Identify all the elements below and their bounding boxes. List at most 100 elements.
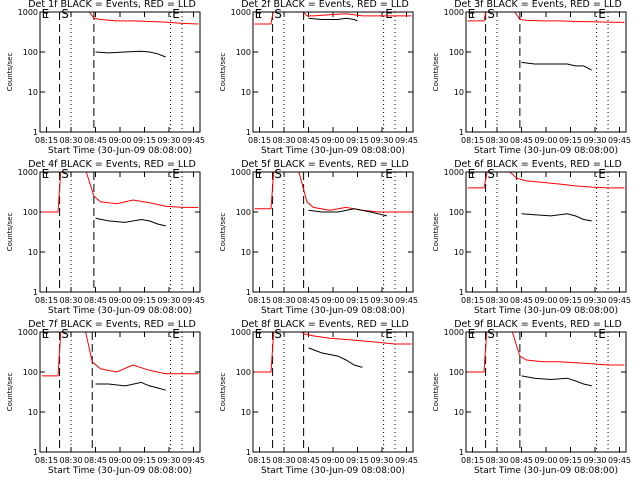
y-tick-label: 100 <box>23 368 38 377</box>
y-tick-label: 10 <box>28 408 38 417</box>
annotation: E <box>42 7 50 21</box>
x-tick-label: 08:30 <box>485 136 508 145</box>
annotation: E <box>42 167 50 181</box>
series-line <box>521 375 592 387</box>
x-tick-label: 09:00 <box>321 296 344 305</box>
plot-frame <box>39 11 201 133</box>
x-tick-label: 08:45 <box>510 136 533 145</box>
x-tick-label: 09:15 <box>346 456 369 465</box>
x-axis-label: Start Time (30-Jun-09 08:08:00) <box>474 466 618 476</box>
annotation: E <box>255 7 263 21</box>
x-tick-label: 09:15 <box>133 136 156 145</box>
annotation: E <box>468 7 476 21</box>
panel-title: Det 7f BLACK = Events, RED = LLD <box>28 319 196 330</box>
y-tick-label: 1 <box>33 128 38 137</box>
panel-title: Det 3f BLACK = Events, RED = LLD <box>454 0 622 10</box>
y-tick-label: 100 <box>23 208 38 217</box>
x-tick-label: 08:45 <box>510 296 533 305</box>
x-tick-label: 09:00 <box>321 456 344 465</box>
x-axis-label: Start Time (30-Jun-09 08:08:00) <box>261 466 405 476</box>
panel: Det 5f BLACK = Events, RED = LLD Counts/s… <box>219 159 418 316</box>
panel-title: Det 8f BLACK = Events, RED = LLD <box>241 319 409 330</box>
x-tick-label: 08:15 <box>248 136 271 145</box>
annotation: E <box>468 167 476 181</box>
series-line <box>95 50 166 58</box>
y-tick-label: 10 <box>454 408 464 417</box>
panel-title: Det 9f BLACK = Events, RED = LLD <box>454 319 622 330</box>
y-tick-label: 1 <box>33 448 38 457</box>
x-tick-label: 09:15 <box>133 456 156 465</box>
panel: Det 6f BLACK = Events, RED = LLD Counts/s… <box>432 159 631 316</box>
x-tick-label: 08:15 <box>35 456 58 465</box>
annotation: E <box>468 327 476 341</box>
x-tick-label: 08:15 <box>35 296 58 305</box>
y-axis-label: Counts/sec <box>6 213 14 252</box>
annotation: S <box>61 327 69 341</box>
plot-frame <box>39 331 201 453</box>
series-line <box>88 12 199 25</box>
y-tick-label: 100 <box>449 368 464 377</box>
x-tick-label: 09:30 <box>370 136 393 145</box>
x-tick-label: 08:15 <box>35 136 58 145</box>
annotation: E <box>385 7 393 21</box>
annotation: S <box>274 7 282 21</box>
y-tick-label: 10 <box>241 248 251 257</box>
x-tick-label: 09:00 <box>108 296 131 305</box>
y-tick-label: 1000 <box>444 8 464 17</box>
x-tick-label: 09:30 <box>370 296 393 305</box>
x-tick-label: 09:45 <box>608 136 631 145</box>
annotation: E <box>255 167 263 181</box>
x-tick-label: 08:30 <box>272 456 295 465</box>
plot-frame <box>252 171 414 293</box>
x-tick-label: 09:45 <box>395 296 418 305</box>
annotation: E <box>172 7 180 21</box>
annotation: S <box>487 327 495 341</box>
x-tick-label: 09:00 <box>534 136 557 145</box>
panel: Det 1f BLACK = Events, RED = LLD Counts/s… <box>6 0 205 156</box>
plot-frame <box>465 171 627 293</box>
panel-title: Det 6f BLACK = Events, RED = LLD <box>454 159 622 170</box>
y-tick-label: 10 <box>241 88 251 97</box>
annotation: E <box>598 327 606 341</box>
x-tick-label: 09:15 <box>559 456 582 465</box>
y-tick-label: 10 <box>454 248 464 257</box>
series-line <box>308 17 358 22</box>
series-line <box>254 172 412 213</box>
annotation: E <box>385 327 393 341</box>
x-tick-label: 09:30 <box>370 456 393 465</box>
x-tick-label: 08:45 <box>510 456 533 465</box>
y-tick-label: 10 <box>28 88 38 97</box>
x-tick-label: 08:45 <box>84 296 107 305</box>
x-tick-label: 08:15 <box>461 456 484 465</box>
annotation: E <box>385 167 393 181</box>
y-tick-label: 1 <box>33 288 38 297</box>
series-line <box>521 213 592 222</box>
series-line <box>41 172 199 213</box>
panel: Det 7f BLACK = Events, RED = LLD Counts/s… <box>6 319 205 476</box>
series-line <box>467 12 625 23</box>
y-axis-label: Counts/sec <box>432 373 440 412</box>
y-tick-label: 100 <box>449 48 464 57</box>
x-tick-label: 09:45 <box>182 296 205 305</box>
x-tick-label: 09:00 <box>321 136 344 145</box>
y-tick-label: 1 <box>246 288 251 297</box>
x-tick-label: 08:30 <box>272 136 295 145</box>
series-line <box>254 12 412 25</box>
y-tick-label: 100 <box>449 208 464 217</box>
panel: Det 8f BLACK = Events, RED = LLD Counts/s… <box>219 319 418 476</box>
x-axis-label: Start Time (30-Jun-09 08:08:00) <box>48 466 192 476</box>
x-tick-label: 08:45 <box>297 456 320 465</box>
x-tick-label: 09:45 <box>395 456 418 465</box>
series-line <box>308 208 388 217</box>
x-tick-label: 08:15 <box>461 296 484 305</box>
x-tick-label: 08:30 <box>59 456 82 465</box>
panel: Det 2f BLACK = Events, RED = LLD Counts/s… <box>219 0 418 156</box>
panel-title: Det 1f BLACK = Events, RED = LLD <box>28 0 196 10</box>
panel: Det 4f BLACK = Events, RED = LLD Counts/s… <box>6 159 205 316</box>
annotation: E <box>598 7 606 21</box>
x-tick-label: 08:30 <box>485 296 508 305</box>
x-tick-label: 09:00 <box>534 296 557 305</box>
x-tick-label: 09:00 <box>108 456 131 465</box>
x-tick-label: 08:15 <box>248 296 271 305</box>
plot-frame <box>39 171 201 293</box>
